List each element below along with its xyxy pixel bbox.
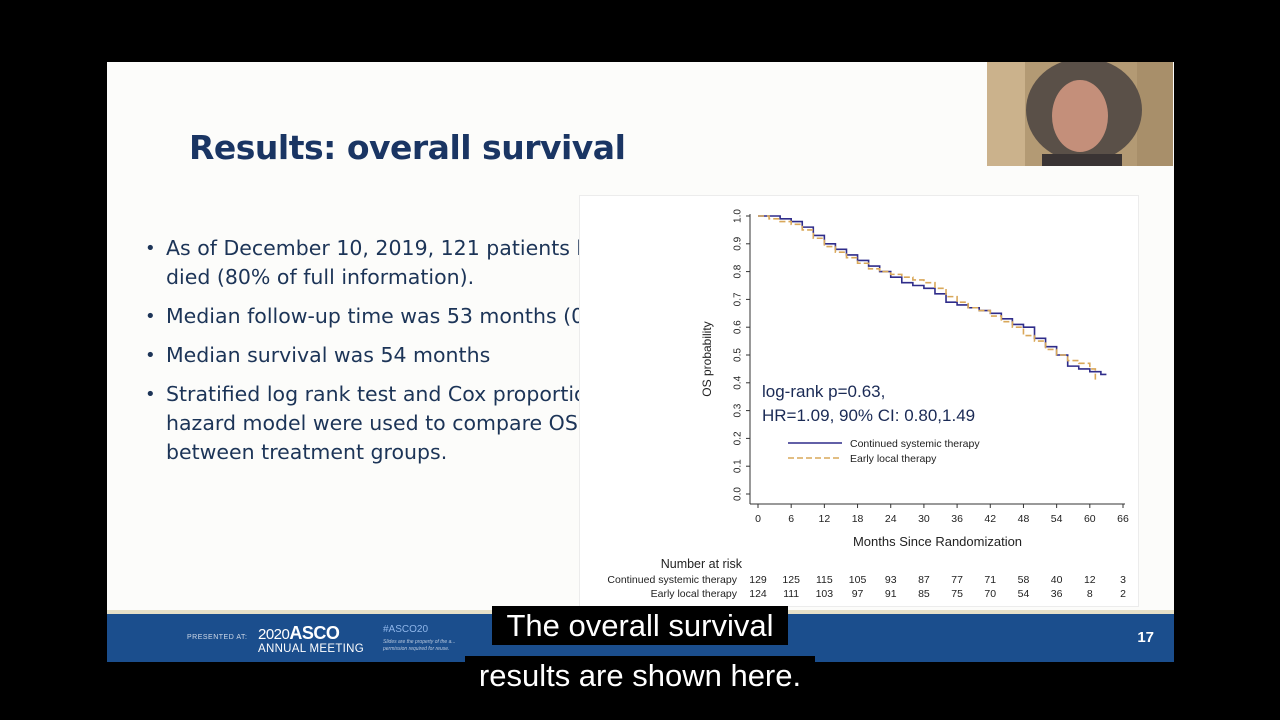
x-tick-label: 60 (1084, 513, 1096, 525)
risk-table-title: Number at risk (661, 557, 743, 571)
survival-chart-panel: 0.0 0.1 0.2 0.3 0.4 0.5 0.6 0.7 0.8 0.9 1.0 0 6 12 18 2… (579, 195, 1139, 607)
risk-table-cell: 58 (1018, 574, 1030, 586)
bullet-item: Stratified log rank test and Cox proport… (145, 380, 645, 467)
x-tick-label: 18 (852, 513, 864, 525)
presented-at-label: PRESENTED AT: (187, 634, 248, 641)
risk-table-cell: 97 (852, 588, 864, 600)
x-axis-label: Months Since Randomization (853, 534, 1022, 549)
stat-annotation-line-1: log-rank p=0.63, (762, 382, 885, 401)
y-tick-label: 0.7 (733, 292, 744, 306)
hashtag-label: #ASCO20 (383, 624, 429, 635)
risk-table-cell: 91 (885, 588, 897, 600)
slide-number: 17 (1137, 629, 1154, 646)
slide-title: Results: overall survival (189, 128, 626, 167)
bullet-item: As of December 10, 2019, 121 patients ha… (145, 234, 645, 292)
caption-line-2: results are shown here. (0, 656, 1280, 695)
x-tick-label: 30 (918, 513, 930, 525)
y-tick-label: 0.9 (733, 236, 744, 250)
risk-table-cell: 36 (1051, 588, 1063, 600)
y-tick-label: 0.1 (733, 459, 744, 473)
y-tick-label: 0.0 (733, 487, 744, 501)
risk-table-cell: 129 (749, 574, 767, 586)
presenter-video-image (987, 62, 1173, 166)
risk-table-cell: 70 (984, 588, 996, 600)
legend-label: Continued systemic therapy (850, 438, 980, 450)
risk-table-cell: 85 (918, 588, 930, 600)
bullet-list: As of December 10, 2019, 121 patients ha… (145, 234, 645, 477)
series-line-early-local (758, 215, 1097, 381)
risk-table-cell: 2 (1120, 588, 1126, 600)
asco-name: ASCO (289, 623, 340, 643)
risk-table-cell: 54 (1018, 588, 1030, 600)
x-tick-label: 42 (984, 513, 996, 525)
x-tick-label: 48 (1018, 513, 1030, 525)
bullet-item: Median follow-up time was 53 months (0-9… (145, 302, 645, 331)
annual-meeting-label: ANNUAL MEETING (258, 643, 365, 655)
x-tick-label: 66 (1117, 513, 1129, 525)
risk-table-cell: 124 (749, 588, 767, 600)
asco-logo: 2020ASCO (258, 623, 340, 644)
risk-table-cell: 77 (951, 574, 963, 586)
risk-table-row-label: Continued systemic therapy (607, 574, 737, 586)
kaplan-meier-chart: 0.0 0.1 0.2 0.3 0.4 0.5 0.6 0.7 0.8 0.9 1.0 0 6 12 18 2… (607, 209, 1129, 600)
risk-table-row-label: Early local therapy (651, 588, 738, 600)
presenter-webcam (987, 62, 1173, 166)
y-tick-label: 1.0 (733, 209, 744, 223)
asco-year: 2020 (258, 626, 290, 643)
y-tick-label: 0.2 (733, 431, 744, 445)
bullet-item: Median survival was 54 months (145, 341, 645, 370)
risk-table-cell: 40 (1051, 574, 1063, 586)
x-tick-label: 12 (819, 513, 831, 525)
y-axis-label: OS probability (700, 321, 714, 396)
stat-annotation-line-2: HR=1.09, 90% CI: 0.80,1.49 (762, 406, 975, 425)
risk-table-cell: 3 (1120, 574, 1126, 586)
x-tick-label: 0 (755, 513, 761, 525)
risk-table-cell: 111 (783, 588, 799, 600)
y-tick-label: 0.3 (733, 403, 744, 417)
risk-table-cell: 105 (849, 574, 867, 586)
risk-table-cell: 71 (984, 574, 996, 586)
caption-line-1: The overall survival (0, 606, 1280, 645)
x-tick-label: 36 (951, 513, 963, 525)
x-tick-label: 24 (885, 513, 897, 525)
risk-table-cell: 125 (782, 574, 800, 586)
y-tick-label: 0.4 (733, 375, 744, 389)
y-tick-label: 0.8 (733, 264, 744, 278)
risk-table-cell: 75 (951, 588, 963, 600)
y-tick-label: 0.6 (733, 320, 744, 334)
y-tick-label: 0.5 (733, 348, 744, 362)
risk-table-cell: 12 (1084, 574, 1096, 586)
risk-table-cell: 8 (1087, 588, 1093, 600)
risk-table-cell: 87 (918, 574, 930, 586)
series-line-continued-systemic (758, 215, 1107, 376)
legend-label: Early local therapy (850, 453, 937, 465)
risk-table-cell: 93 (885, 574, 897, 586)
risk-table-cell: 103 (816, 588, 834, 600)
disclaimer-text: Slides are the property of the a... perm… (383, 639, 456, 652)
x-tick-label: 6 (788, 513, 794, 525)
x-tick-label: 54 (1051, 513, 1063, 525)
risk-table-cell: 115 (816, 574, 833, 586)
